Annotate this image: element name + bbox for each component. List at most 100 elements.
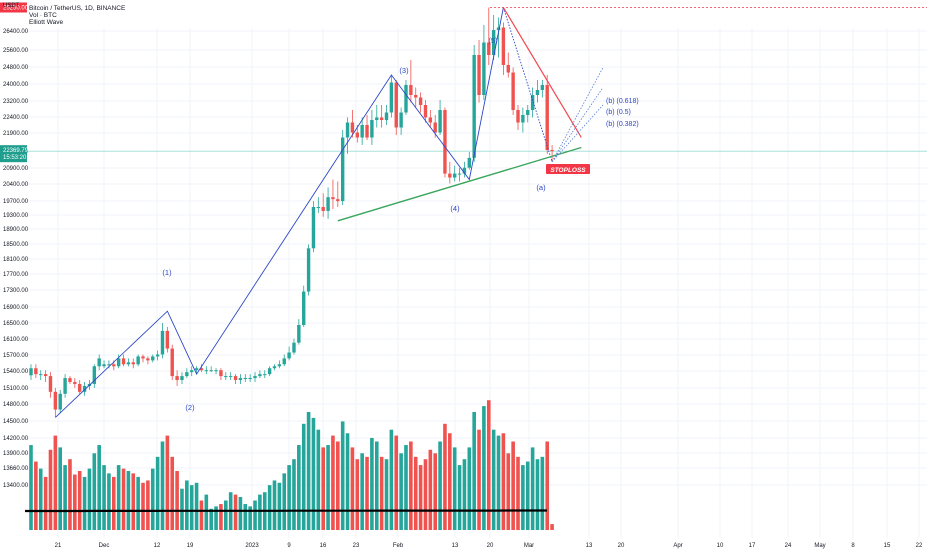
candle-body (34, 368, 38, 375)
volume-bar (297, 445, 301, 530)
volume-bar (277, 482, 282, 530)
volume-bar (418, 465, 423, 530)
time-tick-label: 13 (586, 543, 593, 549)
volume-bar (238, 496, 243, 530)
candle-body (258, 374, 262, 377)
candle-body (116, 358, 121, 367)
volume-bar (97, 445, 101, 530)
candle-body (516, 110, 520, 123)
fib-projection-line (551, 104, 604, 163)
volume-bar (233, 494, 238, 530)
high-price-tag (0, 2, 27, 13)
time-tick-label: 9 (287, 543, 291, 549)
volume-bar (267, 485, 272, 530)
candle-body (58, 393, 62, 410)
volume-legend[interactable]: Vol · BTC (29, 12, 57, 19)
high-price-tag-label: 25250.00 (3, 6, 29, 12)
indicator-legend[interactable]: Elliott Wave (29, 19, 64, 26)
candle-body (267, 368, 272, 375)
wave-2-label: (2) (185, 403, 195, 412)
price-unit-label: USDT (3, 3, 20, 9)
support-trendline (337, 146, 582, 222)
time-tick-label: Feb (393, 543, 404, 549)
candle-body (365, 125, 369, 138)
volume-bar (545, 441, 550, 530)
candle-body (414, 95, 418, 98)
price-tick-label: 17700.00 (3, 272, 29, 278)
price-tick-label: 16900.00 (3, 305, 29, 311)
volume-bar (92, 453, 97, 530)
current-time-label: 15:53:20 (3, 155, 27, 161)
volume-bar (121, 468, 126, 530)
price-tick-label: 14500.00 (3, 419, 29, 425)
price-tick-label: 25600.00 (3, 48, 29, 54)
volume-bar (413, 456, 418, 530)
volume-bar (219, 504, 223, 530)
candle-body (496, 27, 501, 30)
time-tick-label: 20 (487, 543, 494, 549)
candle-body (336, 199, 340, 202)
volume-bar (336, 441, 340, 530)
fib-0382-label: (b) (0.382) (606, 121, 639, 128)
candle-body (418, 97, 423, 105)
candle-body (535, 90, 540, 95)
time-tick-label: 15 (884, 543, 891, 549)
price-tick-label: 22400.00 (3, 115, 29, 121)
volume-bar (394, 435, 399, 530)
candle-body (379, 117, 384, 120)
volume-bar (355, 459, 360, 530)
volume-bar (501, 433, 506, 530)
price-tick-label: 24000.00 (3, 82, 29, 88)
volume-bar (340, 421, 345, 530)
volume-bar (550, 524, 554, 530)
candle-body (194, 368, 199, 371)
volume-bar (141, 482, 145, 530)
volume-bar (399, 453, 403, 530)
volume-bar (53, 435, 58, 530)
current-price-label: 22369.79 (3, 148, 29, 154)
volume-bar (180, 488, 184, 530)
volume-bar (282, 473, 287, 530)
volume-bar (160, 441, 165, 530)
candle-body (438, 110, 442, 133)
candle-body (170, 348, 174, 377)
volume-bar (467, 447, 472, 530)
volume-bar (272, 480, 277, 530)
candle-body (82, 385, 87, 392)
volume-bar (511, 441, 515, 530)
candle-body (228, 376, 233, 378)
price-tick-label: 16500.00 (3, 321, 29, 327)
candle-body (107, 364, 111, 366)
wave-4-label: (4) (450, 204, 460, 213)
price-tick-label: 15100.00 (3, 386, 29, 392)
candle-body (272, 366, 277, 369)
candle-body (384, 112, 389, 120)
volume-bar (165, 435, 170, 530)
volume-bar (189, 485, 194, 530)
elliott-wave-line (55, 7, 504, 418)
volume-bar (496, 435, 501, 530)
volume-bar (170, 456, 175, 530)
candle-body (165, 330, 170, 349)
candle-body (477, 55, 481, 95)
candle-body (370, 120, 374, 138)
candle-body (146, 358, 150, 361)
volume-bar (258, 494, 262, 530)
fib-projection-line (551, 67, 604, 162)
volume-bar (126, 471, 131, 530)
volume-bar (409, 441, 413, 530)
volume-bar (131, 473, 136, 530)
candle-body (277, 364, 282, 367)
wave-a-label: (a) (536, 183, 546, 192)
volume-bar (209, 508, 213, 530)
volume-bar (540, 456, 545, 530)
volume-bar (350, 447, 355, 530)
price-tick-label: 14200.00 (3, 436, 29, 442)
candle-body (282, 358, 286, 365)
candle-body (306, 248, 311, 292)
volume-bar (521, 465, 525, 530)
volume-bar (243, 504, 248, 530)
symbol-legend[interactable]: Bitcoin / TetherUS, 1D, BINANCE (29, 5, 126, 12)
